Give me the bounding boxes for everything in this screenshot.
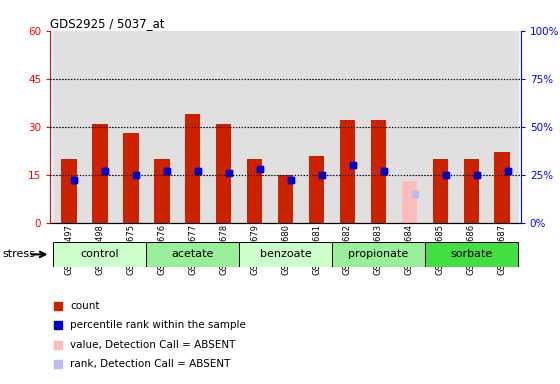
Text: rank, Detection Call = ABSENT: rank, Detection Call = ABSENT — [70, 359, 231, 369]
Bar — [61, 159, 77, 223]
Text: GDS2925 / 5037_at: GDS2925 / 5037_at — [50, 17, 165, 30]
Bar — [239, 242, 332, 267]
Bar — [216, 124, 231, 223]
Text: percentile rank within the sample: percentile rank within the sample — [70, 320, 246, 330]
Bar — [154, 159, 170, 223]
Bar — [185, 114, 200, 223]
Bar — [309, 156, 324, 223]
Bar — [278, 175, 293, 223]
Bar — [92, 124, 108, 223]
Bar — [247, 159, 263, 223]
Bar — [432, 159, 448, 223]
Bar — [216, 124, 231, 223]
Text: sorbate: sorbate — [450, 249, 492, 260]
Bar — [309, 156, 324, 223]
Text: acetate: acetate — [171, 249, 214, 260]
Bar — [146, 242, 239, 267]
Text: count: count — [70, 301, 100, 311]
Bar — [494, 152, 510, 223]
Bar — [402, 181, 417, 223]
Bar — [456, 31, 487, 223]
Bar — [402, 181, 417, 223]
Bar — [425, 31, 456, 223]
Bar — [371, 120, 386, 223]
Bar — [363, 31, 394, 223]
Bar — [123, 133, 139, 223]
Bar — [371, 120, 386, 223]
Bar — [146, 31, 178, 223]
Bar — [487, 31, 517, 223]
Bar — [92, 124, 108, 223]
Bar — [54, 31, 85, 223]
Bar — [239, 31, 270, 223]
Bar — [270, 31, 301, 223]
Text: control: control — [81, 249, 119, 260]
Bar — [464, 159, 479, 223]
Bar — [185, 114, 200, 223]
Bar — [278, 175, 293, 223]
Text: benzoate: benzoate — [260, 249, 311, 260]
Bar — [115, 31, 146, 223]
Bar — [61, 159, 77, 223]
Bar — [208, 31, 239, 223]
Bar — [85, 31, 115, 223]
Bar — [123, 133, 139, 223]
Bar — [332, 31, 363, 223]
Bar — [425, 242, 517, 267]
Text: propionate: propionate — [348, 249, 409, 260]
Bar — [247, 159, 263, 223]
Text: stress: stress — [3, 249, 36, 259]
Bar — [464, 159, 479, 223]
Text: value, Detection Call = ABSENT: value, Detection Call = ABSENT — [70, 340, 236, 350]
Bar — [432, 159, 448, 223]
Bar — [154, 159, 170, 223]
Bar — [178, 31, 208, 223]
Bar — [301, 31, 332, 223]
Bar — [340, 120, 355, 223]
Bar — [54, 242, 146, 267]
Bar — [494, 152, 510, 223]
Bar — [394, 31, 425, 223]
Bar — [340, 120, 355, 223]
Bar — [332, 242, 425, 267]
